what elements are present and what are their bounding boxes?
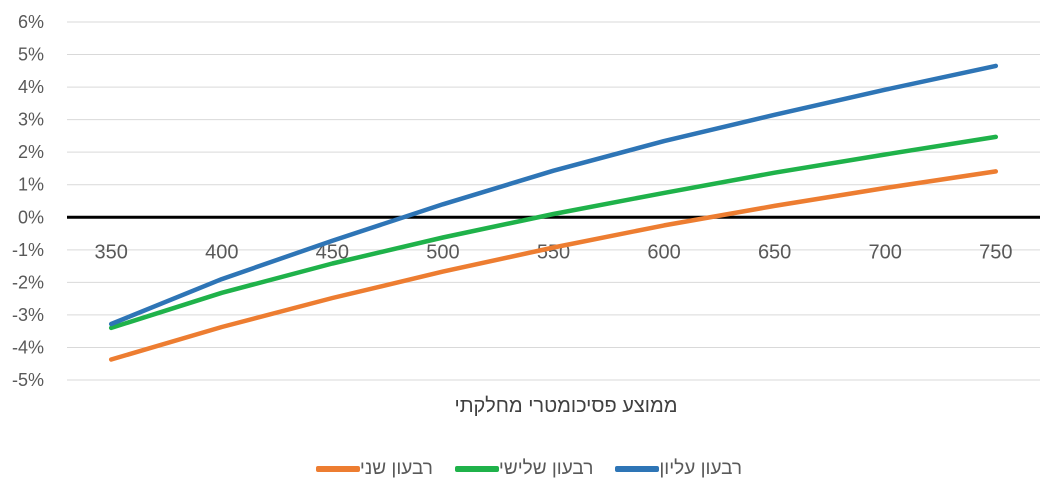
y-tick-label: 5% — [18, 45, 44, 65]
x-tick-label: 400 — [205, 241, 238, 263]
legend-label: רבעון עליון — [659, 458, 743, 479]
x-tick-label: 650 — [758, 241, 791, 263]
legend-swatch — [454, 466, 499, 472]
y-tick-label: -4% — [12, 337, 44, 357]
x-axis-title: ממוצע פסיכומטרי מחלקתי — [455, 395, 678, 417]
y-tick-label: 1% — [18, 175, 44, 195]
x-tick-label: 700 — [869, 241, 902, 263]
legend-item: רבעון שלישי — [451, 458, 593, 480]
y-tick-label: 2% — [18, 142, 44, 162]
line-chart: 6% 5% 4% 3% 2% 1% 0% -1% -2% -3% -4% -5% 350 400 450 5… — [12, 12, 1040, 417]
y-tick-label: 0% — [18, 207, 44, 227]
series-lines — [108, 63, 999, 362]
y-tick-label: 6% — [18, 12, 44, 32]
series-line — [108, 134, 999, 331]
x-tick-labels: 350 400 450 500 550 600 650 700 750 — [95, 241, 1013, 263]
legend-item: רבעון שני — [312, 458, 433, 480]
x-tick-label: 450 — [316, 241, 349, 263]
legend-label: רבעון שני — [359, 458, 433, 479]
y-tick-label: -1% — [12, 240, 44, 260]
y-tick-label: 4% — [18, 77, 44, 97]
y-tick-label: -5% — [12, 370, 44, 390]
grid-lines — [67, 21, 1040, 381]
series-line — [108, 169, 999, 362]
legend-swatch — [315, 466, 360, 472]
series-line — [108, 63, 999, 327]
y-tick-label: -2% — [12, 272, 44, 292]
legend-swatch — [615, 466, 660, 472]
chart-legend: רבעון עליון רבעון שלישי רבעון שני — [0, 456, 1054, 482]
x-tick-label: 350 — [95, 241, 128, 263]
x-tick-label: 750 — [979, 241, 1012, 263]
y-tick-label: 3% — [18, 110, 44, 130]
legend-label: רבעון שלישי — [498, 458, 594, 479]
y-tick-labels: 6% 5% 4% 3% 2% 1% 0% -1% -2% -3% -4% -5% — [12, 12, 44, 390]
x-tick-label: 500 — [426, 241, 459, 263]
x-tick-label: 600 — [647, 241, 680, 263]
y-tick-label: -3% — [12, 305, 44, 325]
legend-item: רבעון עליון — [611, 458, 742, 480]
